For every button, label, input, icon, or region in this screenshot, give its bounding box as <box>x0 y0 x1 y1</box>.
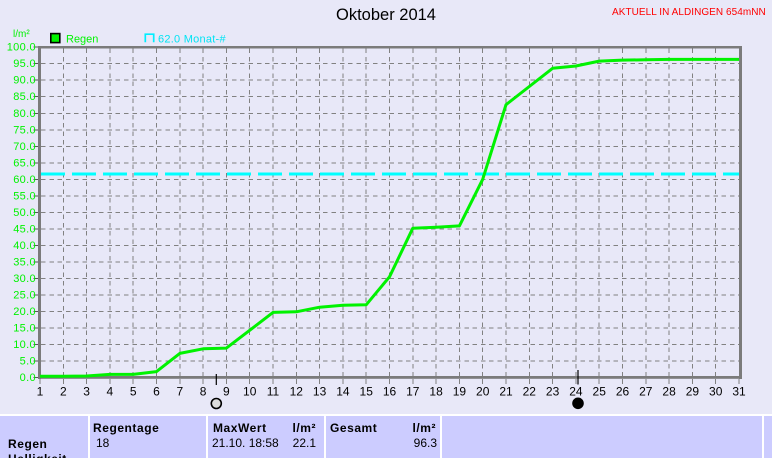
svg-text:31: 31 <box>732 385 746 399</box>
svg-text:13: 13 <box>313 385 327 399</box>
svg-text:55.0: 55.0 <box>13 190 36 202</box>
svg-text:2: 2 <box>60 385 67 399</box>
svg-text:25: 25 <box>593 385 607 399</box>
svg-text:80.0: 80.0 <box>13 108 36 120</box>
svg-text:3: 3 <box>83 385 90 399</box>
svg-text:50.0: 50.0 <box>13 207 36 219</box>
svg-text:40.0: 40.0 <box>13 240 36 252</box>
svg-text:11: 11 <box>267 385 280 399</box>
svg-text:21: 21 <box>499 385 513 399</box>
svg-text:8: 8 <box>200 385 207 399</box>
svg-text:10.0: 10.0 <box>13 339 36 351</box>
svg-text:12: 12 <box>290 385 304 399</box>
svg-text:19: 19 <box>453 385 467 399</box>
svg-text:5: 5 <box>130 385 137 399</box>
svg-text:65.0: 65.0 <box>13 157 36 169</box>
svg-text:l/m²: l/m² <box>13 29 30 40</box>
svg-text:70.0: 70.0 <box>13 141 36 153</box>
svg-text:25.0: 25.0 <box>13 289 36 301</box>
svg-text:62.0 Monat-#: 62.0 Monat-# <box>158 34 226 46</box>
svg-text:17: 17 <box>406 385 420 399</box>
svg-text:16: 16 <box>383 385 397 399</box>
svg-text:22: 22 <box>523 385 537 399</box>
svg-text:90.0: 90.0 <box>13 75 36 87</box>
svg-text:23: 23 <box>546 385 560 399</box>
svg-text:20.0: 20.0 <box>13 306 36 318</box>
svg-text:95.0: 95.0 <box>13 58 36 70</box>
svg-text:1: 1 <box>37 385 44 399</box>
svg-text:30: 30 <box>709 385 723 399</box>
svg-text:5.0: 5.0 <box>20 356 36 368</box>
svg-text:85.0: 85.0 <box>13 91 36 103</box>
svg-text:15: 15 <box>360 385 374 399</box>
svg-text:28: 28 <box>662 385 676 399</box>
svg-text:Regen: Regen <box>66 34 98 46</box>
svg-text:14: 14 <box>336 385 350 399</box>
svg-text:24: 24 <box>569 385 583 399</box>
svg-text:7: 7 <box>176 385 183 399</box>
svg-text:6: 6 <box>153 385 160 399</box>
svg-text:9: 9 <box>223 385 230 399</box>
svg-text:27: 27 <box>639 385 653 399</box>
svg-text:35.0: 35.0 <box>13 256 36 268</box>
svg-text:10: 10 <box>243 385 257 399</box>
svg-text:45.0: 45.0 <box>13 223 36 235</box>
svg-text:75.0: 75.0 <box>13 124 36 136</box>
svg-text:15.0: 15.0 <box>13 323 36 335</box>
svg-text:100.0: 100.0 <box>7 42 36 54</box>
svg-text:20: 20 <box>476 385 490 399</box>
svg-text:26: 26 <box>616 385 630 399</box>
svg-text:4: 4 <box>107 385 114 399</box>
svg-text:18: 18 <box>429 385 443 399</box>
svg-text:60.0: 60.0 <box>13 174 36 186</box>
svg-text:0.0: 0.0 <box>20 372 36 384</box>
svg-text:30.0: 30.0 <box>13 273 36 285</box>
svg-text:29: 29 <box>686 385 700 399</box>
